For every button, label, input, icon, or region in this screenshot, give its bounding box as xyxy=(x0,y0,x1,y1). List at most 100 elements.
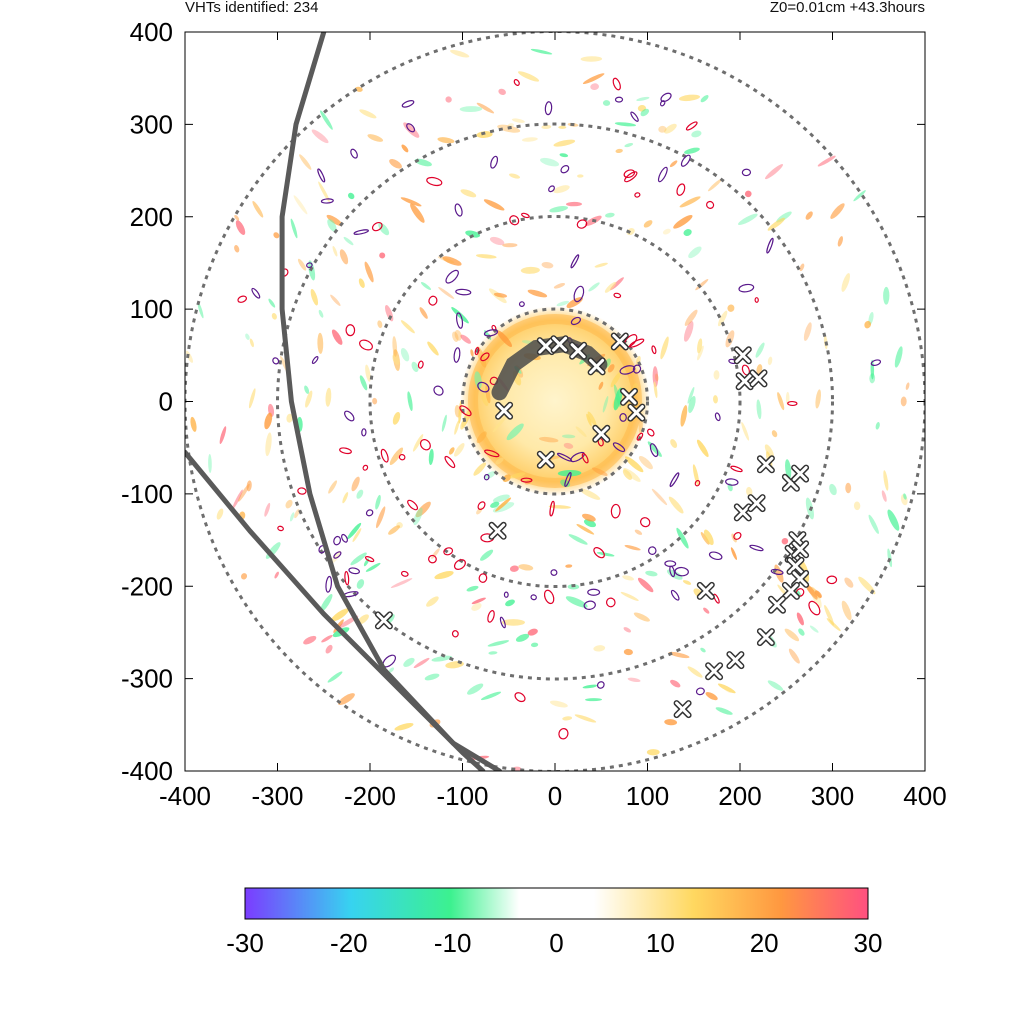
field-speckle xyxy=(331,329,343,345)
field-speckle xyxy=(490,501,500,508)
contour-loop xyxy=(344,410,355,422)
field-speckle xyxy=(487,640,510,647)
field-speckle xyxy=(558,125,567,129)
contour-loop xyxy=(371,221,383,232)
field-speckle xyxy=(645,570,658,577)
vht-marker xyxy=(705,662,724,681)
contour-loop xyxy=(272,357,280,365)
field-speckle xyxy=(310,289,319,306)
field-speckle xyxy=(695,278,709,291)
field-speckle xyxy=(413,657,430,669)
vht-marker xyxy=(733,503,752,522)
field-speckle xyxy=(208,454,212,473)
field-speckle xyxy=(390,578,413,588)
contour-loop xyxy=(749,544,764,552)
field-speckle xyxy=(481,393,489,406)
field-speckle xyxy=(495,457,504,465)
field-speckle xyxy=(502,474,511,483)
field-speckle xyxy=(328,480,338,494)
storm-core-shading xyxy=(460,306,650,496)
field-speckle xyxy=(577,174,584,178)
field-speckle xyxy=(475,254,497,259)
field-speckle xyxy=(596,551,615,557)
field-speckle xyxy=(470,349,474,357)
field-speckle xyxy=(358,278,365,288)
vht-marker-glyph xyxy=(769,597,785,613)
contour-loop xyxy=(325,575,333,593)
vht-marker-glyph xyxy=(788,558,803,574)
vht-marker xyxy=(756,628,775,647)
field-speckle xyxy=(653,381,658,398)
field-speckle xyxy=(662,228,671,235)
contour-loop xyxy=(454,203,463,217)
field-speckle xyxy=(678,94,701,102)
field-speckle xyxy=(805,211,813,220)
field-speckle xyxy=(460,334,471,344)
field-speckle xyxy=(419,307,428,319)
field-speckle xyxy=(713,395,718,404)
field-speckle xyxy=(375,494,381,510)
contour-loop xyxy=(350,148,358,159)
field-speckle xyxy=(687,386,695,404)
contour-loop xyxy=(487,610,495,623)
contour-loop xyxy=(400,570,409,577)
contour-loop xyxy=(333,535,342,546)
field-speckle xyxy=(625,456,644,473)
field-speckle xyxy=(829,483,837,496)
vht-marker xyxy=(587,357,606,376)
field-speckle xyxy=(451,307,469,324)
field-speckle xyxy=(565,564,573,568)
field-speckle xyxy=(607,364,615,373)
field-speckle xyxy=(727,304,735,312)
contour-loop xyxy=(251,287,261,299)
field-speckle xyxy=(614,122,637,127)
contour-loop xyxy=(520,477,533,483)
contour-loop xyxy=(766,237,774,254)
field-speckle xyxy=(394,723,414,731)
contour-loop xyxy=(455,312,464,329)
field-speckle xyxy=(549,700,568,708)
field-speckle xyxy=(623,648,633,656)
field-speckle xyxy=(297,258,307,271)
field-speckle xyxy=(767,356,773,366)
field-speckle xyxy=(527,628,538,636)
x-tick-label: 0 xyxy=(548,781,562,811)
field-speckle xyxy=(556,300,570,307)
field-speckle xyxy=(664,123,677,134)
x-tick-label: 100 xyxy=(626,781,669,811)
field-speckle xyxy=(682,580,692,585)
field-speckle xyxy=(700,647,706,653)
vht-marker-glyph xyxy=(490,523,506,539)
field-speckle xyxy=(579,488,601,500)
vht-marker-glyph xyxy=(735,347,751,363)
x-tick-label: 200 xyxy=(718,781,761,811)
field-speckle xyxy=(274,571,279,579)
field-speckle xyxy=(582,513,596,522)
field-speckle xyxy=(431,655,453,662)
field-speckle xyxy=(492,414,508,433)
y-tick-label: 400 xyxy=(130,17,173,47)
field-speckle xyxy=(764,164,784,180)
contour-loop xyxy=(499,616,506,629)
field-speckle xyxy=(509,565,519,572)
vht-marker xyxy=(786,556,805,575)
contour-loop xyxy=(428,295,438,306)
contour-loop xyxy=(647,428,655,437)
field-speckle xyxy=(445,96,452,103)
contour-loop xyxy=(738,283,755,293)
field-speckle xyxy=(327,219,337,232)
contour-loop xyxy=(548,185,555,193)
vht-marker xyxy=(610,332,629,351)
field-speckle xyxy=(264,502,271,517)
contour-loop xyxy=(361,428,367,437)
vht-marker xyxy=(536,337,555,356)
contour-loop xyxy=(556,452,573,462)
field-speckle xyxy=(338,693,355,705)
vht-marker-glyph xyxy=(612,334,628,349)
field-speckle xyxy=(434,571,454,580)
field-speckle xyxy=(505,599,515,607)
field-speckle xyxy=(400,348,410,362)
field-speckle xyxy=(788,648,800,664)
vht-marker xyxy=(791,540,810,559)
colorbar-tick-label: 30 xyxy=(854,928,883,958)
